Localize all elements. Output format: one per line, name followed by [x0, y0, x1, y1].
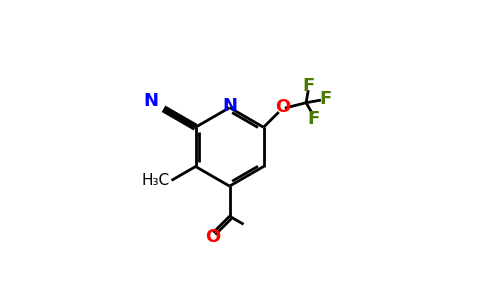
Text: N: N [222, 98, 237, 116]
Text: O: O [275, 98, 290, 116]
Text: F: F [308, 110, 320, 128]
Text: F: F [319, 90, 332, 108]
Text: N: N [143, 92, 158, 110]
Text: F: F [303, 76, 315, 94]
Text: H₃C: H₃C [142, 173, 170, 188]
Text: O: O [205, 228, 220, 246]
